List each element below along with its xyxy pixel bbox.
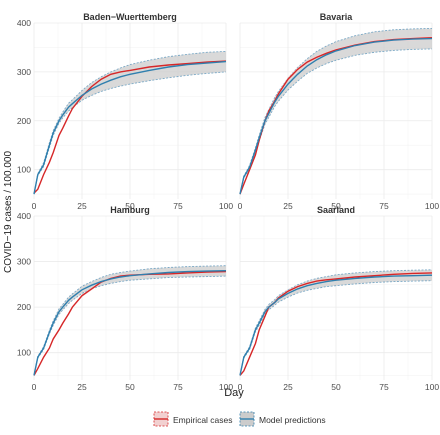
x-tick-label: 25 <box>77 382 87 392</box>
model-band-upper-edge <box>33 265 227 376</box>
y-tick-label: 400 <box>17 18 31 28</box>
model-band-upper-edge <box>33 50 227 195</box>
x-tick-label: 50 <box>331 201 341 211</box>
x-tick-label: 100 <box>219 382 233 392</box>
x-tick-label: 25 <box>77 201 87 211</box>
x-tick-label: 0 <box>238 201 243 211</box>
y-tick-label: 300 <box>17 67 31 77</box>
x-tick-label: 75 <box>379 201 389 211</box>
legend-key-model: Model predictions <box>239 411 326 427</box>
y-tick-label: 100 <box>17 348 31 358</box>
legend: Empirical cases Model predictions <box>153 411 326 427</box>
model-prediction-band <box>34 265 226 376</box>
x-tick-label: 0 <box>32 382 37 392</box>
model-prediction-band <box>240 28 432 195</box>
panel-baden-wuerttemberg: Baden−Wuerttemberg 100 200 300 400 0 25 50 75 100 <box>17 12 234 211</box>
panel-title: Hamburg <box>110 205 150 215</box>
x-tick-label: 50 <box>125 382 135 392</box>
x-tick-label: 100 <box>219 201 233 211</box>
y-axis-title: COVID−19 cases / 100.000 <box>3 151 14 273</box>
x-tick-label: 25 <box>283 201 293 211</box>
model-predictions-line <box>239 37 433 195</box>
x-tick-label: 50 <box>331 382 341 392</box>
model-band-lower-edge <box>33 71 227 195</box>
y-tick-label: 400 <box>17 211 31 221</box>
legend-label-model: Model predictions <box>259 415 326 425</box>
panel-title: Baden−Wuerttemberg <box>83 12 177 22</box>
model-predictions-line <box>239 274 433 376</box>
model-prediction-band <box>34 51 226 195</box>
panel-title: Bavaria <box>320 12 354 22</box>
y-tick-label: 100 <box>17 165 31 175</box>
x-tick-label: 75 <box>379 382 389 392</box>
x-tick-label: 25 <box>283 382 293 392</box>
x-tick-label: 75 <box>173 201 183 211</box>
x-tick-label: 75 <box>173 382 183 392</box>
model-prediction-band <box>240 269 432 376</box>
panel-saarland: Saarland 0 25 50 75 100 <box>238 205 440 392</box>
x-tick-label: 0 <box>238 382 243 392</box>
x-tick-label: 100 <box>425 201 439 211</box>
x-tick-label: 50 <box>125 201 135 211</box>
panel-bavaria: Bavaria 0 25 50 75 100 <box>238 12 440 211</box>
x-tick-label: 100 <box>425 382 439 392</box>
model-predictions-line <box>33 60 227 195</box>
y-tick-label: 300 <box>17 257 31 267</box>
x-tick-label: 0 <box>32 201 37 211</box>
legend-key-empirical: Empirical cases <box>153 411 233 427</box>
legend-label-empirical: Empirical cases <box>173 415 233 425</box>
y-tick-label: 200 <box>17 302 31 312</box>
panel-title: Saarland <box>317 205 355 215</box>
model-predictions-line <box>33 270 227 376</box>
y-tick-label: 200 <box>17 116 31 126</box>
panel-hamburg: Hamburg 100 200 300 400 0 25 50 75 100 <box>17 205 234 392</box>
empirical-cases-line <box>33 270 227 376</box>
empirical-cases-line <box>239 272 433 376</box>
x-axis-title: Day <box>224 387 244 399</box>
